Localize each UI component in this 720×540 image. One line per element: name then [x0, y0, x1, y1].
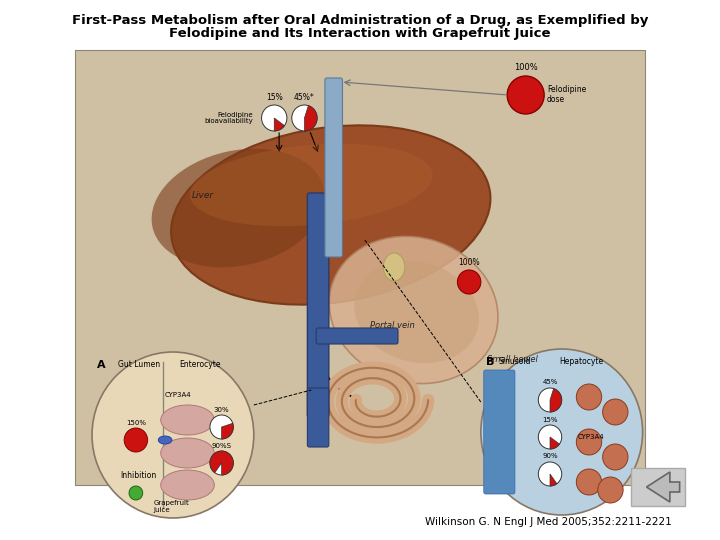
- Wedge shape: [210, 451, 233, 475]
- Circle shape: [292, 105, 317, 131]
- Text: Portal vein: Portal vein: [370, 321, 415, 329]
- Text: Hepatocyte: Hepatocyte: [559, 357, 603, 366]
- Text: Inhibition: Inhibition: [121, 470, 157, 480]
- Text: B: B: [486, 357, 494, 367]
- Circle shape: [576, 429, 602, 455]
- Text: 150%: 150%: [126, 420, 146, 426]
- Text: 90%: 90%: [542, 453, 558, 459]
- Circle shape: [129, 486, 143, 500]
- Circle shape: [210, 451, 233, 475]
- Wedge shape: [222, 423, 233, 439]
- Wedge shape: [305, 106, 317, 131]
- Circle shape: [92, 352, 253, 518]
- Text: Wilkinson G. N Engl J Med 2005;352:2211-2221: Wilkinson G. N Engl J Med 2005;352:2211-…: [425, 517, 672, 527]
- Text: 100%: 100%: [459, 258, 480, 267]
- FancyBboxPatch shape: [631, 468, 685, 506]
- Ellipse shape: [329, 237, 498, 383]
- Circle shape: [481, 349, 642, 515]
- Text: 90%S: 90%S: [212, 443, 232, 449]
- Text: dose: dose: [547, 96, 565, 105]
- Ellipse shape: [190, 144, 433, 226]
- Ellipse shape: [161, 438, 215, 468]
- Text: 15%: 15%: [542, 417, 558, 423]
- Text: 45%: 45%: [542, 379, 558, 385]
- Text: CYP3A4: CYP3A4: [577, 434, 604, 440]
- Text: Gut Lumen: Gut Lumen: [118, 360, 160, 369]
- Circle shape: [576, 384, 602, 410]
- Wedge shape: [550, 389, 562, 412]
- Text: CYP3A4: CYP3A4: [164, 392, 191, 398]
- Circle shape: [598, 477, 623, 503]
- Circle shape: [576, 469, 602, 495]
- Ellipse shape: [161, 470, 215, 500]
- Circle shape: [457, 270, 481, 294]
- Polygon shape: [647, 472, 680, 502]
- Ellipse shape: [383, 253, 405, 281]
- Ellipse shape: [152, 148, 325, 267]
- FancyBboxPatch shape: [307, 193, 329, 417]
- Text: 100%: 100%: [514, 63, 538, 72]
- FancyBboxPatch shape: [325, 78, 343, 257]
- Circle shape: [603, 444, 628, 470]
- Text: First-Pass Metabolism after Oral Administration of a Drug, as Exemplified by: First-Pass Metabolism after Oral Adminis…: [72, 14, 648, 27]
- Circle shape: [603, 399, 628, 425]
- Text: Grapefruit
Juice: Grapefruit Juice: [153, 500, 189, 513]
- Text: Felodipine
bioavailability: Felodipine bioavailability: [204, 111, 253, 125]
- Text: 45%*: 45%*: [294, 93, 315, 102]
- Ellipse shape: [161, 405, 215, 435]
- Text: Enterocyte: Enterocyte: [179, 360, 221, 369]
- Ellipse shape: [158, 436, 172, 444]
- Ellipse shape: [354, 261, 479, 363]
- Circle shape: [539, 425, 562, 449]
- Text: 30%: 30%: [214, 407, 230, 413]
- Text: Felodipine and Its Interaction with Grapefruit Juice: Felodipine and Its Interaction with Grap…: [169, 27, 551, 40]
- Circle shape: [261, 105, 287, 131]
- Text: Sinusoid: Sinusoid: [499, 357, 531, 366]
- Circle shape: [507, 76, 544, 114]
- Wedge shape: [274, 118, 284, 131]
- Wedge shape: [550, 437, 559, 449]
- Circle shape: [210, 415, 233, 439]
- FancyBboxPatch shape: [484, 370, 515, 494]
- Text: Small bowel: Small bowel: [487, 355, 538, 364]
- Ellipse shape: [171, 125, 490, 305]
- Circle shape: [539, 462, 562, 486]
- FancyBboxPatch shape: [76, 50, 644, 485]
- Text: 15%: 15%: [266, 93, 283, 102]
- Text: Liver: Liver: [192, 192, 214, 200]
- Wedge shape: [550, 474, 557, 486]
- FancyBboxPatch shape: [316, 328, 398, 344]
- Circle shape: [539, 388, 562, 412]
- Circle shape: [124, 428, 148, 452]
- Text: A: A: [97, 360, 106, 370]
- Text: Felodipine: Felodipine: [547, 84, 586, 93]
- FancyBboxPatch shape: [307, 388, 329, 447]
